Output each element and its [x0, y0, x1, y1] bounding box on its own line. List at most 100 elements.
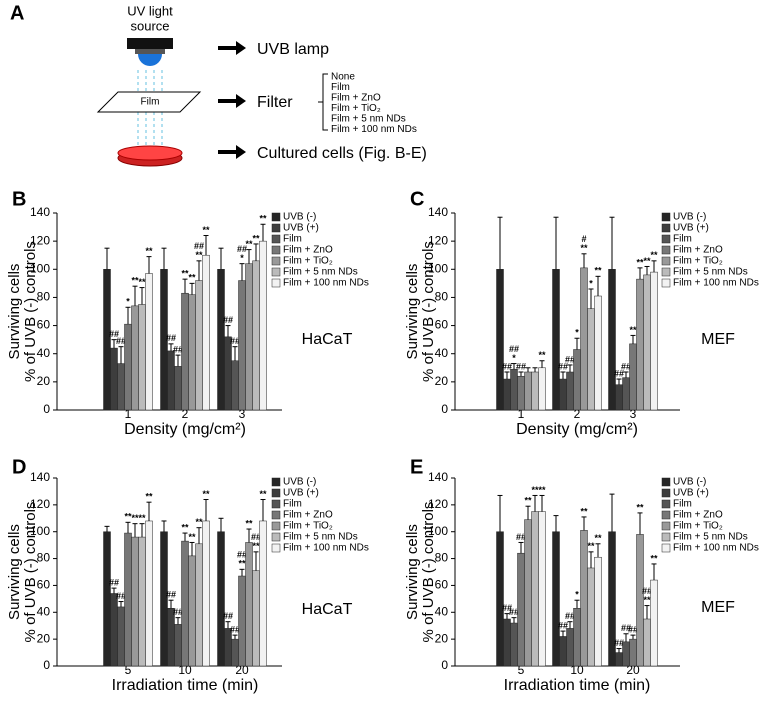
- significance-mark: ##: [237, 550, 247, 560]
- x-axis-label: Density (mg/cm²): [124, 421, 246, 438]
- significance-mark: **: [188, 273, 196, 283]
- bar: [103, 531, 111, 667]
- bar: [103, 269, 111, 411]
- y-tick-label: 120: [428, 233, 448, 247]
- significance-mark: **: [245, 239, 253, 249]
- y-tick-label: 40: [37, 346, 51, 360]
- bar: [566, 371, 574, 411]
- significance-mark: **: [636, 257, 644, 267]
- significance-mark: **: [580, 243, 588, 253]
- significance-mark: ##: [223, 611, 233, 621]
- bar: [615, 384, 623, 411]
- y-axis-label: Surviving cells: [404, 264, 421, 360]
- y-axis-label: % of UVB (-) controls: [420, 241, 437, 382]
- significance-mark: **: [202, 489, 210, 499]
- y-tick-label: 140: [428, 205, 448, 219]
- bar: [552, 269, 560, 411]
- panel-label: A: [10, 2, 24, 24]
- significance-mark: *: [575, 328, 579, 338]
- y-tick-label: 40: [435, 346, 449, 360]
- significance-mark: **: [538, 350, 546, 360]
- x-tick-label: 1: [125, 407, 132, 421]
- y-tick-label: 100: [428, 261, 448, 275]
- significance-mark: **: [650, 250, 658, 260]
- legend-label: UVB (+): [673, 223, 709, 234]
- bar: [629, 638, 637, 667]
- y-tick-label: 120: [30, 233, 50, 247]
- legend-swatch: [271, 223, 281, 233]
- legend-swatch: [271, 488, 281, 498]
- bar: [531, 511, 539, 667]
- legend-label: Film + 100 nm NDs: [673, 543, 759, 554]
- significance-mark: ##: [516, 532, 526, 542]
- y-tick-label: 80: [435, 290, 449, 304]
- significance-mark: ##: [502, 603, 512, 613]
- y-tick-label: 140: [428, 470, 448, 484]
- significance-mark: ##: [109, 329, 119, 339]
- bar: [188, 555, 196, 667]
- panel-a: A UV light source Film UVB lamp Filter C…: [10, 2, 427, 167]
- legend-label: UVB (+): [673, 488, 709, 499]
- significance-mark: **: [195, 517, 203, 527]
- bar: [231, 638, 239, 667]
- bar: [594, 295, 602, 411]
- significance-mark: ##: [109, 577, 119, 587]
- arrows: [218, 41, 246, 159]
- legend-label: Film: [283, 499, 302, 510]
- legend-label: Film: [673, 499, 692, 510]
- bar: [615, 652, 623, 667]
- legend-label: UVB (+): [283, 223, 319, 234]
- significance-mark: ##: [614, 638, 624, 648]
- bar: [231, 360, 239, 411]
- bar: [552, 531, 560, 667]
- step-label: Filter: [257, 94, 293, 111]
- legend-swatch: [661, 510, 671, 520]
- y-tick-label: 100: [30, 261, 50, 275]
- legend-label: Film + TiO₂: [283, 256, 333, 267]
- y-tick-label: 20: [435, 374, 449, 388]
- significance-mark: **: [145, 492, 153, 502]
- significance-mark: **: [238, 559, 246, 569]
- bar: [559, 378, 567, 411]
- significance-mark: *: [240, 253, 244, 263]
- bar: [496, 531, 504, 667]
- panel-label: B: [12, 188, 26, 210]
- significance-mark: **: [138, 513, 146, 523]
- significance-mark: *: [512, 353, 516, 363]
- bar: [636, 534, 644, 667]
- legend-swatch: [661, 223, 671, 233]
- significance-mark: ##: [166, 333, 176, 343]
- bar: [217, 531, 225, 667]
- significance-mark: *: [575, 590, 579, 600]
- legend-swatch: [271, 477, 281, 487]
- bar: [594, 556, 602, 667]
- bar: [238, 575, 246, 667]
- bar: [503, 618, 511, 667]
- significance-mark: ##: [237, 244, 247, 254]
- legend-swatch: [271, 521, 281, 531]
- bar: [181, 292, 189, 411]
- legend-label: Film + TiO₂: [673, 521, 723, 532]
- bar: [145, 520, 153, 667]
- significance-mark: **: [594, 266, 602, 276]
- bar: [259, 520, 267, 667]
- bar: [195, 280, 203, 411]
- bar: [124, 323, 132, 411]
- significance-mark: ##: [509, 344, 519, 354]
- significance-mark: **: [629, 325, 637, 335]
- significance-mark: **: [138, 277, 146, 287]
- legend-swatch: [271, 212, 281, 222]
- legend-label: Film + 5 nm NDs: [673, 532, 748, 543]
- y-tick-label: 0: [43, 658, 50, 672]
- significance-mark: ##: [116, 591, 126, 601]
- legend-label: Film: [283, 234, 302, 245]
- cell-line-label: HaCaT: [302, 331, 353, 348]
- legend-swatch: [661, 488, 671, 498]
- bar: [636, 278, 644, 411]
- y-tick-label: 0: [43, 402, 50, 416]
- legend-swatch: [271, 256, 281, 266]
- y-tick-label: 60: [435, 578, 449, 592]
- y-axis-label: Surviving cells: [404, 524, 421, 620]
- bar: [622, 377, 630, 411]
- legend-swatch: [271, 510, 281, 520]
